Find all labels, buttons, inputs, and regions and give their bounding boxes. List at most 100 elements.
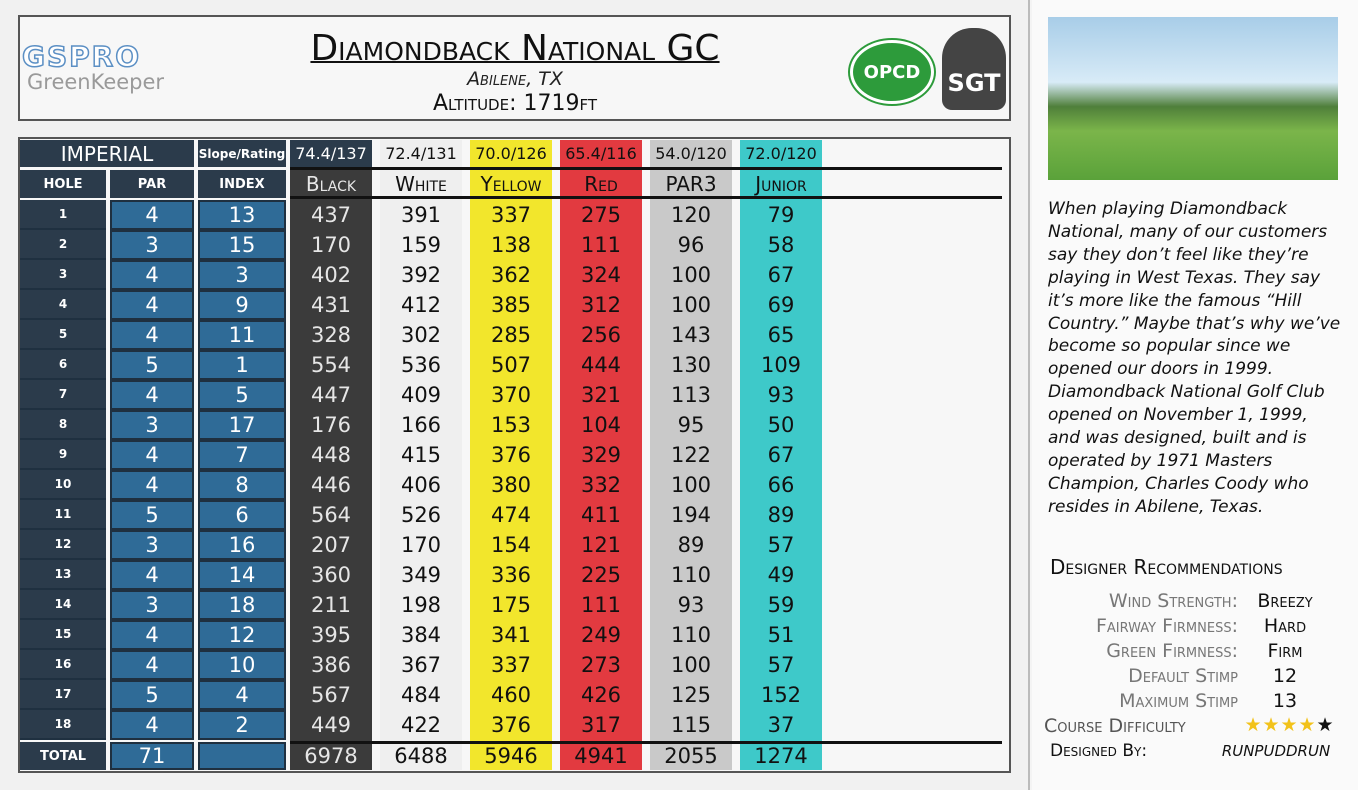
tee-name: Yellow (480, 172, 542, 196)
tee-name: Red (584, 172, 618, 196)
description: When playing Diamondback National, many … (1048, 199, 1341, 517)
yardage: 100 (670, 263, 712, 287)
recommendation-value: 12 (1272, 664, 1298, 687)
yardage: 89 (767, 503, 795, 527)
yardage: 337 (490, 203, 532, 227)
recommendation-value: Hard (1263, 614, 1307, 637)
yardage: 211 (310, 593, 352, 617)
yardage: 376 (490, 713, 532, 737)
yardage: 130 (670, 353, 712, 377)
yardage: 152 (760, 683, 802, 707)
hole-number: 14 (20, 590, 106, 620)
tee-rating: 72.0/120 (745, 144, 817, 163)
yardage: 484 (400, 683, 442, 707)
par: 4 (110, 290, 194, 320)
par: 4 (110, 320, 194, 350)
yardage: 109 (760, 353, 802, 377)
yardage: 65 (767, 323, 795, 347)
yardage: 125 (670, 683, 712, 707)
course-photo (1048, 17, 1338, 180)
yardage: 122 (670, 443, 712, 467)
yardage: 324 (580, 263, 622, 287)
yardage: 207 (310, 533, 352, 557)
yardage: 51 (767, 623, 795, 647)
index: 18 (198, 590, 286, 620)
yardage: 79 (767, 203, 795, 227)
index-total (198, 742, 286, 770)
yardage: 198 (400, 593, 442, 617)
yardage: 113 (670, 383, 712, 407)
yardage: 50 (767, 413, 795, 437)
tee-column (650, 140, 732, 770)
opcd-badge: OPCD (850, 40, 934, 104)
recommendation-label: Wind Strength: (1108, 589, 1238, 612)
par: 5 (110, 350, 194, 380)
yardage: 367 (400, 653, 442, 677)
yardage: 386 (310, 653, 352, 677)
yardage: 275 (580, 203, 622, 227)
yardage: 380 (490, 473, 532, 497)
par: 4 (110, 560, 194, 590)
yardage: 446 (310, 473, 352, 497)
yardage: 57 (767, 533, 795, 557)
index: 17 (198, 410, 286, 440)
yardage: 395 (310, 623, 352, 647)
yardage: 406 (400, 473, 442, 497)
yardage: 567 (310, 683, 352, 707)
yardage: 376 (490, 443, 532, 467)
yardage: 176 (310, 413, 352, 437)
yardage: 312 (580, 293, 622, 317)
yardage: 332 (580, 473, 622, 497)
hole-number: 5 (20, 320, 106, 350)
index: 14 (198, 560, 286, 590)
yardage: 362 (490, 263, 532, 287)
yardage: 474 (490, 503, 532, 527)
yardage: 412 (400, 293, 442, 317)
hole-number: 16 (20, 650, 106, 680)
yardage: 256 (580, 323, 622, 347)
yardage: 285 (490, 323, 532, 347)
yardage: 392 (400, 263, 442, 287)
tee-column (380, 140, 462, 770)
yardage: 170 (400, 533, 442, 557)
hole-number: 12 (20, 530, 106, 560)
index: 11 (198, 320, 286, 350)
divider-line (290, 167, 1002, 170)
yardage: 67 (767, 443, 795, 467)
logo-top: GSPRO (21, 39, 142, 74)
yardage: 302 (400, 323, 442, 347)
index: 12 (198, 620, 286, 650)
header-box (18, 15, 1011, 121)
yardage: 154 (490, 533, 532, 557)
yardage: 249 (580, 623, 622, 647)
tee-column (560, 140, 642, 770)
yardage: 121 (580, 533, 622, 557)
yardage: 153 (490, 413, 532, 437)
yardage: 115 (670, 713, 712, 737)
yardage: 337 (490, 653, 532, 677)
hole-number: 7 (20, 380, 106, 410)
slope-label: Slope/Rating (198, 140, 286, 167)
index: 16 (198, 530, 286, 560)
tee-total: 2055 (664, 744, 718, 768)
hole-number: 11 (20, 500, 106, 530)
yardage: 59 (767, 593, 795, 617)
yardage: 437 (310, 203, 352, 227)
index: 9 (198, 290, 286, 320)
index: 7 (198, 440, 286, 470)
index: 3 (198, 260, 286, 290)
tee-total: 6488 (394, 744, 448, 768)
yardage: 460 (490, 683, 532, 707)
yardage: 170 (310, 233, 352, 257)
hole-number: 2 (20, 230, 106, 260)
yardage: 58 (767, 233, 795, 257)
yardage: 409 (400, 383, 442, 407)
yardage: 95 (677, 413, 705, 437)
tee-name: Black (305, 172, 357, 196)
yardage: 385 (490, 293, 532, 317)
tee-rating: 65.4/116 (565, 144, 637, 163)
index: 13 (198, 200, 286, 230)
designer-label: Designed By: (1050, 740, 1148, 761)
index: 6 (198, 500, 286, 530)
recommendation-label: Maximum Stimp (1119, 689, 1238, 712)
